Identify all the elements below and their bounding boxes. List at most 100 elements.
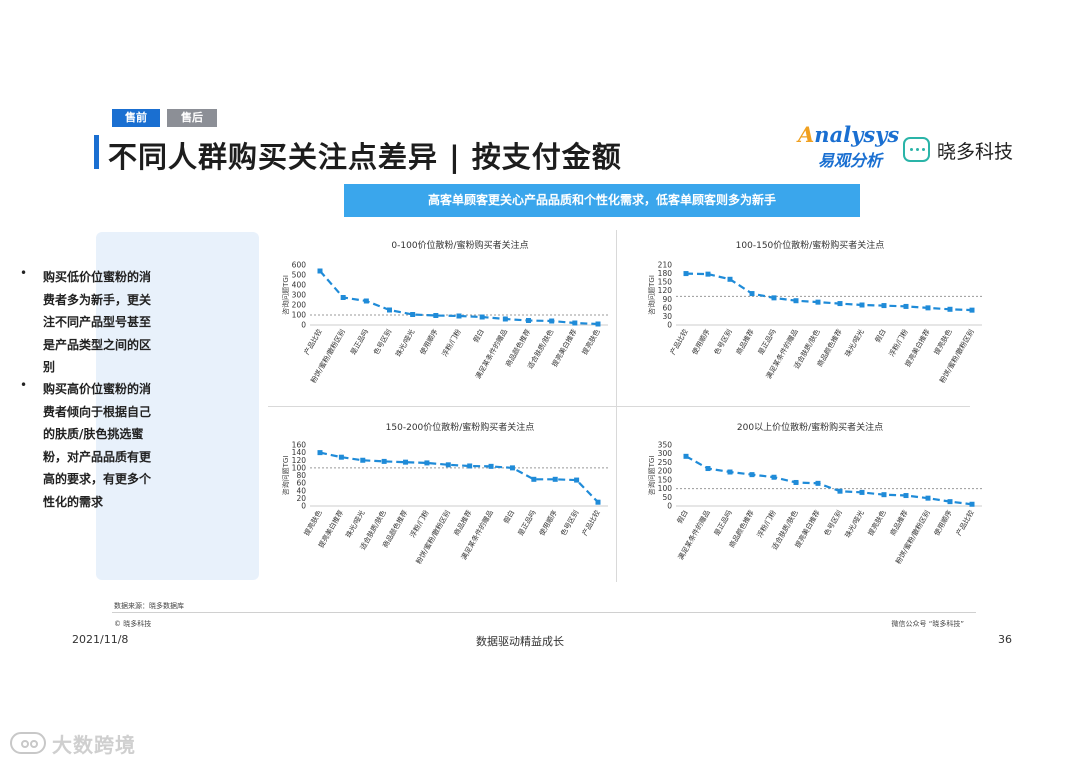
x-tick-label: 色号区别	[712, 328, 734, 357]
data-point	[705, 466, 711, 472]
x-tick-label: 提亮肤色	[932, 328, 954, 357]
y-tick-label: 80	[296, 471, 306, 480]
chart-title: 100-150价位散粉/蜜粉购买者关注点	[736, 239, 885, 251]
x-tick-label: 产品比较	[302, 328, 324, 357]
series-line	[685, 455, 973, 506]
y-tick-label: 0	[301, 502, 306, 511]
x-tick-label: 珠光/哑光	[344, 509, 367, 540]
data-point	[502, 316, 508, 322]
x-tick-label: 商品推荐	[888, 509, 910, 538]
data-point	[445, 462, 451, 468]
data-point	[727, 276, 733, 282]
x-tick-label: 色号区别	[822, 509, 844, 538]
grid-divider-horizontal	[268, 406, 970, 407]
y-axis-label: 咨询问题TGI	[281, 456, 290, 496]
x-tick-label: 商品推荐	[734, 328, 756, 357]
data-point	[433, 313, 439, 318]
x-tick-label: 是正品吗	[757, 328, 778, 356]
y-tick-label: 250	[658, 458, 673, 467]
data-point	[881, 492, 887, 498]
data-point	[572, 320, 578, 326]
data-point	[363, 298, 369, 304]
data-point	[793, 479, 799, 485]
x-tick-label: 浮粉/门粉	[440, 328, 463, 359]
data-point	[595, 321, 601, 327]
data-point	[683, 453, 689, 459]
data-point	[410, 312, 416, 317]
data-source: 数据来源：晓多数据库	[114, 602, 184, 610]
data-point	[837, 301, 843, 307]
x-tick-label: 珠光/哑光	[843, 509, 866, 540]
y-tick-label: 120	[658, 286, 673, 295]
chart-title: 0-100价位散粉/蜜粉购买者关注点	[391, 239, 528, 251]
y-tick-label: 400	[292, 281, 307, 290]
data-point	[456, 313, 462, 319]
data-point	[595, 499, 601, 505]
data-point	[403, 459, 409, 465]
data-point	[815, 299, 821, 305]
x-tick-label: 是正品吗	[713, 509, 734, 537]
data-point	[509, 465, 515, 471]
x-tick-label: 色号区别	[371, 328, 393, 357]
series-line	[685, 272, 973, 312]
y-tick-label: 300	[292, 291, 307, 300]
chart-title: 200以上价位散粉/蜜粉购买者关注点	[737, 421, 883, 433]
data-point	[947, 306, 953, 312]
y-tick-label: 300	[658, 449, 673, 458]
y-tick-label: 200	[658, 467, 673, 476]
y-tick-label: 60	[662, 303, 672, 312]
data-point	[705, 271, 711, 277]
watermark-logo-icon	[10, 732, 46, 754]
data-point	[488, 463, 494, 469]
x-tick-label: 浮粉/门粉	[408, 509, 431, 540]
y-tick-label: 50	[662, 493, 672, 502]
y-axis-label: 咨询问题TGI	[647, 275, 656, 315]
data-point	[467, 463, 473, 469]
x-tick-label: 假白	[873, 328, 888, 345]
series-line	[319, 451, 599, 503]
data-point	[969, 501, 975, 507]
insight-panel	[96, 232, 259, 580]
data-point	[903, 493, 909, 499]
y-tick-label: 90	[662, 295, 672, 304]
summary-banner: 高客单顾客更关心产品品质和个性化需求，低客单顾客则多为新手	[344, 184, 860, 217]
x-tick-label: 商品推荐	[452, 509, 474, 538]
data-point	[338, 454, 344, 460]
data-point	[340, 295, 346, 300]
data-point	[859, 302, 865, 308]
data-point	[859, 489, 865, 495]
title-accent-bar	[94, 135, 99, 169]
data-point	[947, 499, 953, 505]
data-point	[574, 477, 580, 483]
y-tick-label: 0	[667, 502, 672, 511]
data-point	[925, 495, 931, 501]
x-tick-label: 假白	[501, 509, 516, 526]
y-tick-label: 30	[662, 312, 672, 321]
y-axis-label: 咨询问题TGI	[647, 456, 656, 496]
x-tick-label: 提亮肤色	[302, 509, 324, 538]
y-tick-label: 600	[292, 261, 307, 270]
data-point	[381, 458, 387, 464]
y-tick-label: 40	[296, 486, 306, 495]
chart-150-200: 150-200价位散粉/蜜粉购买者关注点咨询问题TGI0204060801001…	[281, 421, 608, 566]
x-tick-label: 假白	[471, 328, 486, 345]
data-point	[815, 480, 821, 486]
data-point	[771, 295, 777, 301]
data-point	[479, 314, 485, 320]
x-tick-label: 使用顺序	[932, 509, 954, 538]
chart-title: 150-200价位散粉/蜜粉购买者关注点	[386, 421, 535, 433]
y-tick-label: 150	[658, 475, 673, 484]
x-tick-label: 珠光/哑光	[843, 328, 866, 359]
y-axis-label: 咨询问题TGI	[281, 275, 290, 315]
x-tick-label: 浮粉/门粉	[755, 509, 778, 540]
x-tick-label: 产品比较	[580, 509, 602, 538]
data-point	[317, 450, 323, 456]
data-point	[360, 457, 366, 463]
tab-pre-sale: 售前	[112, 109, 160, 127]
y-tick-label: 350	[658, 441, 673, 450]
x-tick-label: 提亮肤色	[580, 328, 602, 357]
y-tick-label: 0	[301, 321, 306, 330]
data-point	[749, 472, 755, 478]
